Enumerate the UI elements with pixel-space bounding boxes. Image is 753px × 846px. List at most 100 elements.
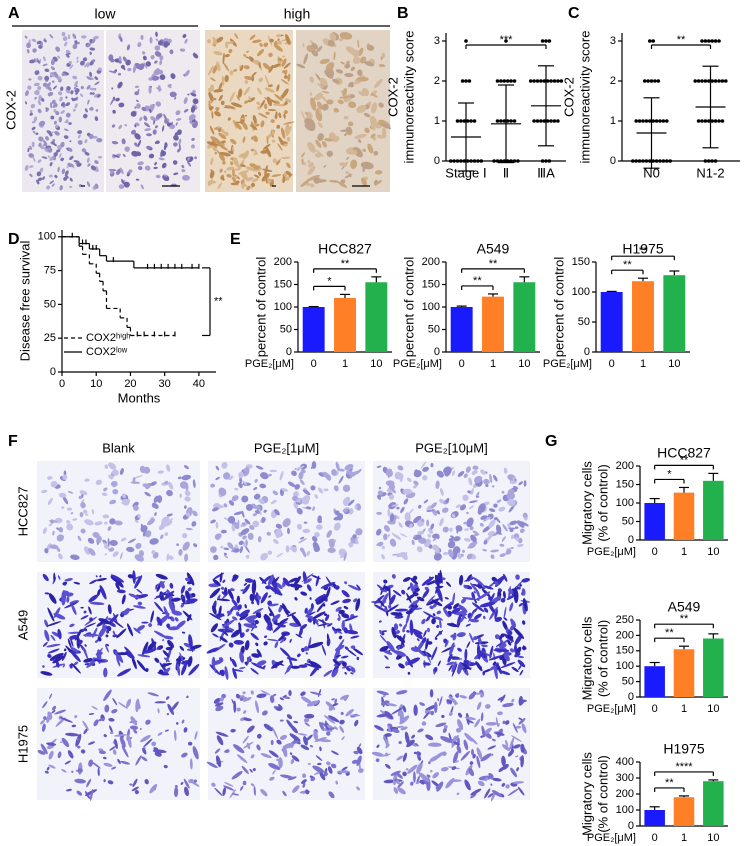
cell-stain [510, 480, 517, 484]
data-point [513, 79, 517, 83]
bar [482, 297, 504, 352]
y-axis-label: (% of control) [595, 755, 610, 832]
y-tick-label: 50 [622, 676, 634, 688]
data-point [697, 79, 701, 83]
y-axis-label: Disease free survival [17, 241, 32, 362]
data-point [641, 119, 645, 123]
x-tick-label: 0 [652, 546, 658, 558]
data-point [714, 119, 718, 123]
y-axis-label: (% of control) [595, 464, 610, 541]
bar [632, 281, 654, 352]
cell-stain [434, 702, 437, 713]
y-tick-label: 0 [628, 691, 634, 703]
data-point [496, 79, 500, 83]
data-point [634, 159, 638, 163]
y-tick-label: 2 [434, 75, 440, 87]
y-tick-label: 3 [434, 35, 440, 47]
data-point [710, 39, 714, 43]
y-tick-label: 1 [434, 115, 440, 127]
y-axis-label: Migratory cells [579, 461, 594, 545]
data-point [456, 159, 460, 163]
bar [663, 275, 685, 352]
data-point [499, 79, 503, 83]
x-tick-label: 10 [707, 832, 719, 844]
data-point [704, 79, 708, 83]
data-point [645, 159, 649, 163]
sig-label: ** [680, 454, 689, 466]
data-point [503, 79, 507, 83]
y-tick-label: 1 [610, 115, 616, 127]
y-axis-label: percent of control [551, 257, 566, 358]
cell-stain [35, 90, 39, 96]
cell-stain [140, 35, 143, 40]
data-point [724, 79, 728, 83]
y-axis-label: immunoreactivity score [401, 31, 416, 164]
cell-stain [67, 507, 72, 510]
y-axis-label: Migratory cells [579, 752, 594, 836]
x-tick-label: Ⅱ [503, 165, 509, 180]
x-axis-label: PGE₂[μM] [587, 703, 636, 715]
y-tick-label: 2 [610, 75, 616, 87]
bar [674, 649, 695, 697]
column-header: Blank [102, 440, 135, 455]
data-point [469, 119, 473, 123]
bar [644, 810, 665, 826]
y-tick-label: 200 [274, 256, 292, 268]
data-point [710, 159, 714, 163]
panel-letter: A [8, 5, 20, 22]
data-point [549, 79, 553, 83]
x-tick-label: 0 [311, 358, 317, 370]
x-axis-label: PGE₂[μM] [587, 832, 636, 844]
data-point [655, 159, 659, 163]
data-point [721, 79, 725, 83]
data-point [476, 159, 480, 163]
y-tick-label: 0 [50, 366, 56, 378]
y-tick-label: 150 [422, 278, 440, 290]
data-point [717, 79, 721, 83]
data-point [648, 39, 652, 43]
x-tick-label: 1 [681, 832, 687, 844]
bar [644, 503, 665, 540]
data-point [452, 159, 456, 163]
cell-stain [312, 461, 317, 469]
data-point [641, 159, 645, 163]
x-tick-label: 10 [518, 358, 530, 370]
y-tick-label: 50 [428, 323, 440, 335]
cell-stain [426, 520, 429, 527]
sig-label: * [327, 275, 332, 287]
sig-label: ** [639, 245, 648, 257]
data-point [548, 159, 552, 163]
data-point [513, 119, 517, 123]
data-point [469, 159, 473, 163]
chart-title: H1975 [663, 741, 704, 757]
data-point [631, 159, 635, 163]
data-point [658, 159, 662, 163]
data-point [714, 159, 718, 163]
y-tick-label: 100 [616, 497, 634, 509]
sig-label: ** [623, 259, 632, 271]
data-point [704, 119, 708, 123]
cell-stain [352, 150, 357, 155]
row-label: COX-2 [3, 90, 18, 130]
x-tick-label: 40 [193, 378, 205, 390]
legend-label: COX2ʰⁱᵍʰ [86, 332, 131, 344]
y-tick-label: 400 [616, 756, 634, 768]
cell-stain [323, 489, 328, 492]
data-point [556, 119, 560, 123]
x-tick-label: 0 [652, 832, 658, 844]
y-tick-label: 0 [434, 346, 440, 358]
y-tick-label: 200 [616, 629, 634, 641]
data-point [536, 119, 540, 123]
data-point [665, 159, 669, 163]
sig-label: ** [665, 627, 674, 639]
data-point [662, 119, 666, 123]
cell-stain [355, 505, 358, 510]
data-point [700, 39, 704, 43]
cell-stain [383, 534, 387, 541]
sig-label: ** [677, 34, 686, 46]
data-point [634, 119, 638, 123]
data-point [704, 39, 708, 43]
bar [365, 282, 387, 352]
y-tick-label: 150 [274, 278, 292, 290]
group-label: low [94, 6, 116, 22]
